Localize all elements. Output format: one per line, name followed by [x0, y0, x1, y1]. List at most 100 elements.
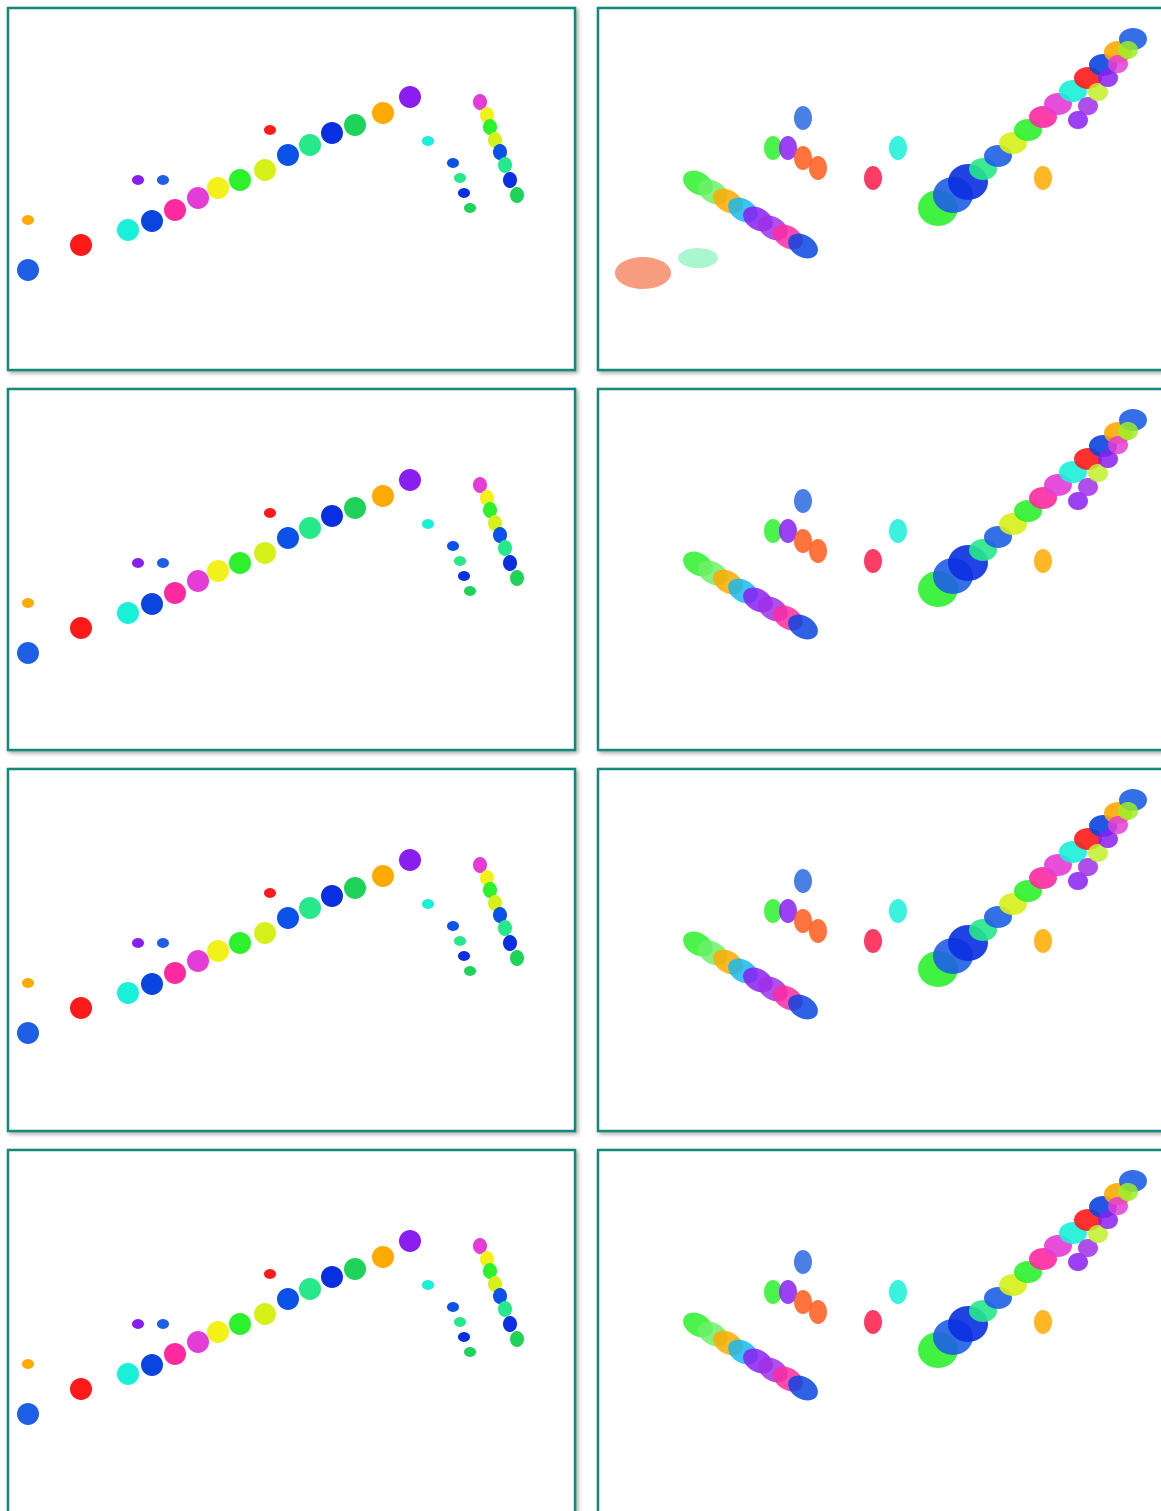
tree-cluster	[488, 895, 502, 911]
tree-cluster	[473, 94, 487, 110]
tree-cluster	[498, 1301, 512, 1317]
tree-cluster	[1078, 1239, 1098, 1257]
tree-cluster	[299, 1278, 321, 1300]
object-cluster	[464, 203, 476, 213]
panel	[6, 767, 577, 1133]
object-cluster	[464, 966, 476, 976]
tree-cluster	[1088, 844, 1108, 862]
object-cluster	[764, 1280, 782, 1304]
object-cluster	[157, 558, 169, 568]
object-cluster	[132, 1319, 144, 1329]
tree-cluster	[498, 540, 512, 556]
tree-cluster	[483, 882, 497, 898]
object-cluster	[422, 519, 434, 529]
tree-cluster	[321, 885, 343, 907]
object-cluster	[464, 1347, 476, 1357]
tree-cluster	[1118, 422, 1138, 440]
object-cluster	[809, 156, 827, 180]
tree-cluster	[141, 973, 163, 995]
tree-cluster	[1078, 97, 1098, 115]
tree-cluster	[229, 932, 251, 954]
object-cluster	[864, 1310, 882, 1334]
tree-cluster	[372, 865, 394, 887]
tree-cluster	[17, 1022, 39, 1044]
tree-cluster	[277, 1288, 299, 1310]
tree-cluster	[788, 994, 818, 1020]
object-cluster	[264, 888, 276, 898]
object-cluster	[447, 541, 459, 551]
tree-cluster	[187, 950, 209, 972]
object-cluster	[764, 136, 782, 160]
object-cluster	[794, 869, 812, 893]
object-cluster	[22, 598, 34, 608]
tree-cluster	[480, 490, 494, 506]
tree-cluster	[207, 560, 229, 582]
tree-cluster	[299, 517, 321, 539]
object-cluster	[447, 1302, 459, 1312]
tree-cluster	[510, 1331, 524, 1347]
tree-cluster	[70, 234, 92, 256]
object-cluster	[764, 519, 782, 543]
object-cluster	[454, 556, 466, 566]
object-cluster	[779, 1280, 797, 1304]
tree-cluster	[510, 570, 524, 586]
panel	[596, 387, 1161, 752]
panel	[6, 387, 577, 752]
object-cluster	[458, 1332, 470, 1342]
tree-cluster	[483, 119, 497, 135]
tree-cluster	[503, 555, 517, 571]
tree-cluster	[483, 502, 497, 518]
tree-cluster	[187, 1331, 209, 1353]
tree-cluster	[277, 144, 299, 166]
tree-cluster	[1068, 111, 1088, 129]
tree-cluster	[117, 219, 139, 241]
tree-cluster	[480, 870, 494, 886]
tree-cluster	[254, 922, 276, 944]
object-cluster	[264, 1269, 276, 1279]
tree-cluster	[372, 485, 394, 507]
tree-cluster	[207, 177, 229, 199]
tree-cluster	[70, 617, 92, 639]
object-cluster	[809, 919, 827, 943]
object-cluster	[864, 166, 882, 190]
tree-cluster	[1068, 492, 1088, 510]
object-cluster	[458, 188, 470, 198]
object-cluster	[889, 899, 907, 923]
tree-cluster	[483, 1263, 497, 1279]
object-cluster	[422, 136, 434, 146]
panel	[596, 767, 1161, 1133]
object-cluster	[422, 899, 434, 909]
tree-cluster	[229, 552, 251, 574]
panel	[6, 1148, 577, 1511]
object-cluster	[157, 1319, 169, 1329]
object-cluster	[132, 175, 144, 185]
tree-cluster	[399, 1230, 421, 1252]
tree-cluster	[493, 144, 507, 160]
tree-cluster	[399, 469, 421, 491]
tree-cluster	[321, 1266, 343, 1288]
tree-cluster	[164, 582, 186, 604]
object-cluster	[794, 909, 812, 933]
object-cluster	[157, 938, 169, 948]
object-cluster	[22, 1359, 34, 1369]
object-cluster	[794, 529, 812, 553]
object-cluster	[132, 938, 144, 948]
tree-cluster	[1098, 69, 1118, 87]
tree-cluster	[344, 877, 366, 899]
tree-cluster	[1088, 464, 1108, 482]
object-cluster	[1034, 549, 1052, 573]
object-cluster	[809, 539, 827, 563]
tree-cluster	[299, 134, 321, 156]
object-cluster	[1034, 1310, 1052, 1334]
object-cluster	[779, 519, 797, 543]
tree-cluster	[1078, 858, 1098, 876]
tree-cluster	[254, 542, 276, 564]
tree-cluster	[788, 233, 818, 259]
object-cluster	[157, 175, 169, 185]
tree-cluster	[254, 159, 276, 181]
tree-cluster	[321, 122, 343, 144]
tree-cluster	[299, 897, 321, 919]
object-cluster	[1034, 929, 1052, 953]
tree-cluster	[70, 997, 92, 1019]
